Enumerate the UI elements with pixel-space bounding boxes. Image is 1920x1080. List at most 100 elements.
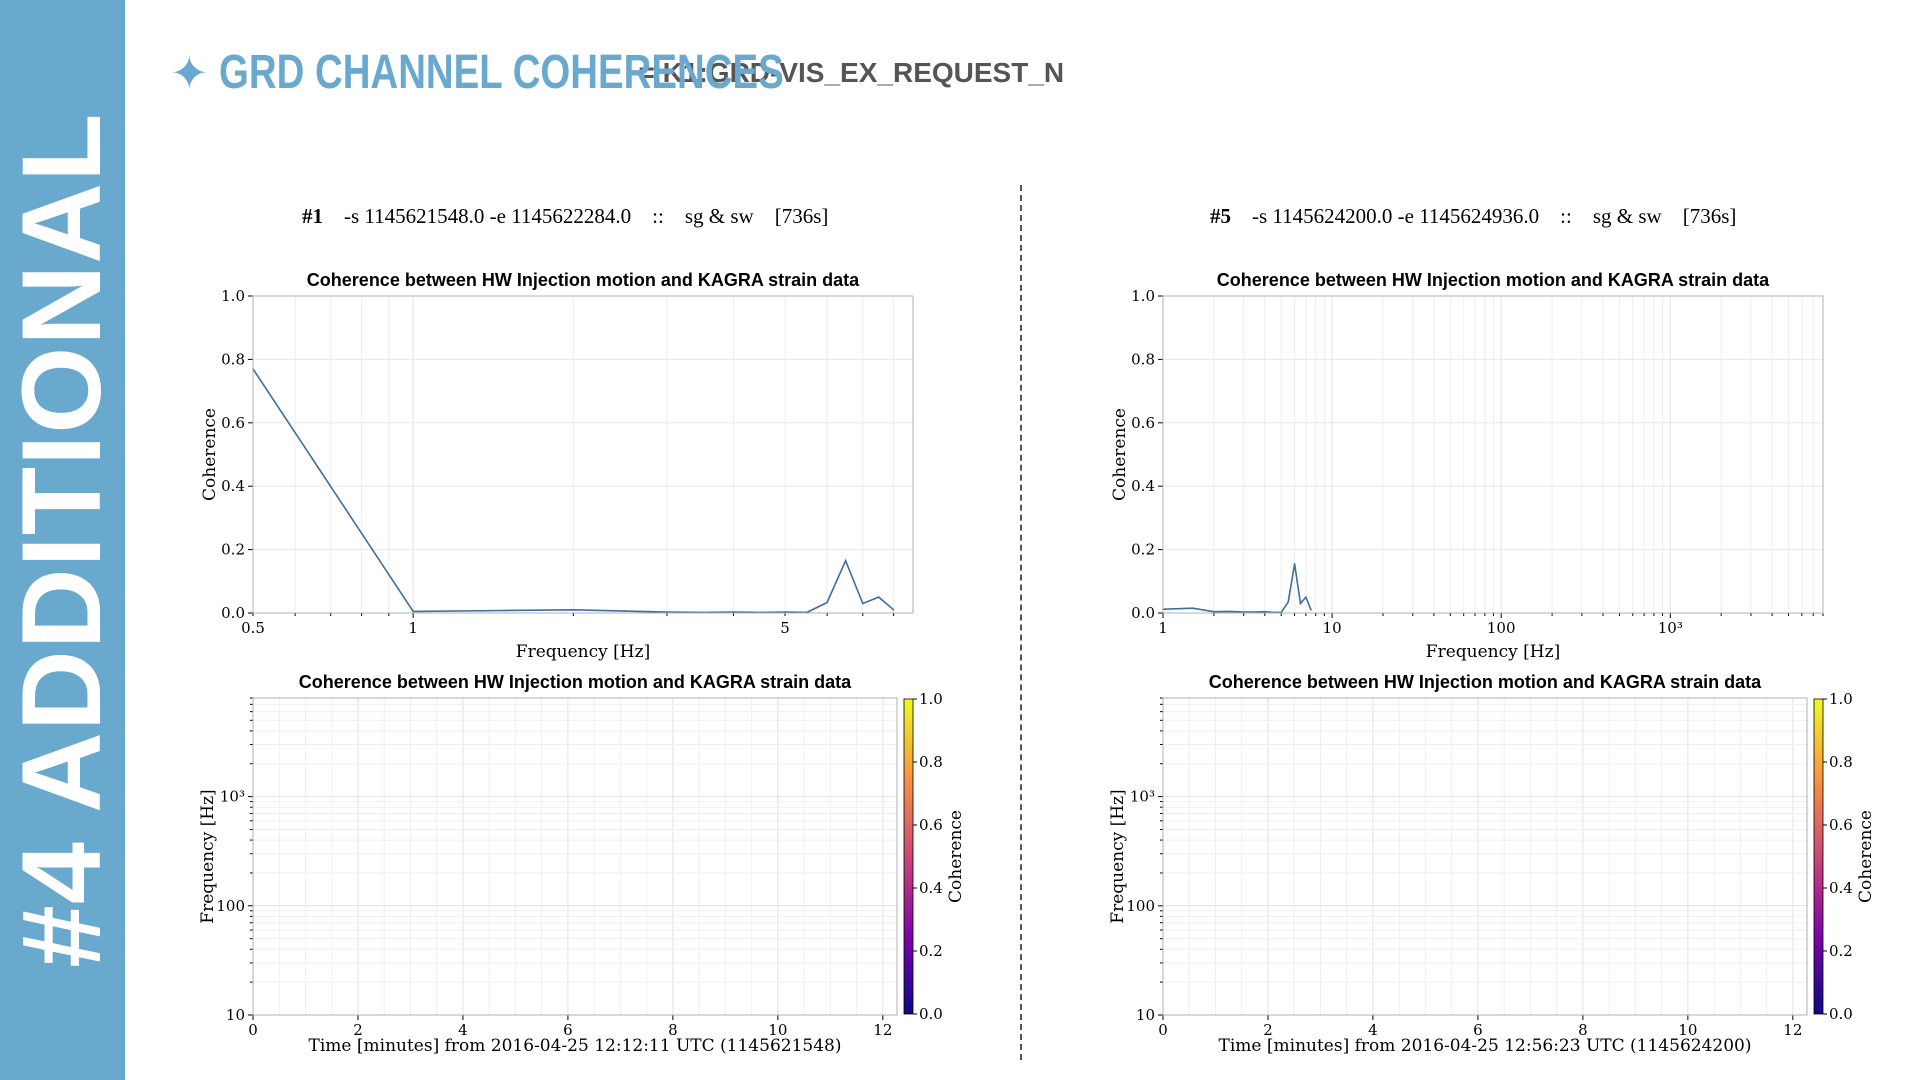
run-duration: [736s] <box>1682 204 1737 228</box>
x-tick-label: 100 <box>1487 619 1516 637</box>
data-point <box>861 602 864 605</box>
data-point <box>826 601 828 604</box>
run-args: -s 1145621548.0 -e 1145622284.0 <box>344 204 632 228</box>
colorbar-tick-label: 0.4 <box>919 879 943 897</box>
colorbar-tick-label: 1.0 <box>1829 690 1853 708</box>
x-tick-label: 10³ <box>1658 619 1683 637</box>
y-tick-label: 0.0 <box>221 604 245 622</box>
x-axis-label: Time [minutes] from 2016-04-25 12:56:23 … <box>1219 1036 1752 1056</box>
x-tick-label: 12 <box>1783 1021 1802 1039</box>
data-point <box>1242 611 1245 613</box>
y-tick-label: 0.0 <box>1131 604 1155 622</box>
x-tick-label: 6 <box>563 1021 573 1039</box>
colorbar-tick-label: 0.4 <box>1829 879 1853 897</box>
x-tick-label: 1 <box>1158 619 1168 637</box>
series-line <box>252 368 895 614</box>
y-tick-label: 100 <box>216 897 245 915</box>
y-tick-label: 0.8 <box>221 350 245 368</box>
plot-frame <box>252 697 898 1016</box>
y-tick-label: 0.4 <box>1131 477 1155 495</box>
plot-area <box>1163 698 1807 1015</box>
x-tick-label: 1 <box>408 619 418 637</box>
y-tick-label: 1.0 <box>221 287 245 305</box>
data-point <box>784 611 786 613</box>
y-tick-label: 100 <box>1126 897 1155 915</box>
chart-title: Coherence between HW Injection motion an… <box>1209 672 1762 692</box>
run-tags: sg & sw <box>1592 204 1662 228</box>
data-point <box>1213 610 1215 613</box>
header: ✦ GRD CHANNEL COHERENCES = K1:GRD-VIS_EX… <box>170 45 1064 100</box>
y-tick-label: 0.6 <box>1131 414 1155 432</box>
chart-title: Coherence between HW Injection motion an… <box>1217 270 1770 290</box>
x-tick-label: 0 <box>1158 1021 1168 1039</box>
colorbar-tick-label: 0.8 <box>919 753 943 771</box>
y-tick-label: 10 <box>1136 1006 1155 1024</box>
x-tick-label: 6 <box>1473 1021 1483 1039</box>
y-tick-label: 0.4 <box>221 477 245 495</box>
run-number: #5 <box>1210 204 1231 228</box>
data-point <box>1287 601 1289 603</box>
x-tick-label: 4 <box>458 1021 468 1039</box>
colorbar-tick-label: 1.0 <box>919 690 943 708</box>
data-point <box>1191 607 1194 610</box>
x-tick-label: 2 <box>1263 1021 1273 1039</box>
data-point <box>412 610 414 613</box>
x-tick-label: 8 <box>1578 1021 1588 1039</box>
data-point <box>1229 610 1232 613</box>
colorbar-tick-label: 0.6 <box>919 816 943 834</box>
run-label-right: #5 -s 1145624200.0 -e 1145624936.0 :: sg… <box>1210 204 1736 229</box>
x-tick-label: 12 <box>873 1021 892 1039</box>
plot-frame <box>252 295 914 614</box>
series-line <box>1162 563 1312 614</box>
x-tick-label: 0 <box>248 1021 258 1039</box>
data-point <box>624 610 626 612</box>
run-duration: [736s] <box>774 204 829 228</box>
chart-title: Coherence between HW Injection motion an… <box>299 672 852 692</box>
plot-frame <box>1162 295 1824 614</box>
data-point <box>1299 602 1302 605</box>
y-tick-label: 1.0 <box>1131 287 1155 305</box>
data-point <box>877 596 880 598</box>
data-point <box>844 559 847 562</box>
colorbar-tick-label: 0.0 <box>919 1005 943 1023</box>
data-point <box>1254 611 1256 613</box>
x-tick-label: 10 <box>1678 1021 1697 1039</box>
colorbar <box>903 698 914 1015</box>
x-axis-label: Frequency [Hz] <box>516 642 650 662</box>
star-icon: ✦ <box>170 45 209 100</box>
plot-area <box>253 296 913 613</box>
data-point <box>732 611 735 613</box>
colorbar-tick-label: 0.2 <box>1829 942 1853 960</box>
x-tick-label: 4 <box>1368 1021 1378 1039</box>
sidebar: #4 ADDITIONAL <box>0 0 125 1080</box>
run-number: #1 <box>302 204 323 228</box>
y-tick-label: 10 <box>226 1006 245 1024</box>
column-divider <box>1020 185 1022 1060</box>
data-point <box>892 609 895 611</box>
run-tags: sg & sw <box>684 204 754 228</box>
run-args: -s 1145624200.0 -e 1145624936.0 <box>1252 204 1540 228</box>
colorbar-tick-label: 0.6 <box>1829 816 1853 834</box>
run-label-left: #1 -s 1145621548.0 -e 1145622284.0 :: sg… <box>302 204 828 229</box>
colorbar-tick-label: 0.8 <box>1829 753 1853 771</box>
y-axis-label: Frequency [Hz] <box>1108 789 1128 923</box>
channel-name: = K1:GRD-VIS_EX_REQUEST_N <box>638 56 1065 88</box>
x-tick-label: 2 <box>353 1021 363 1039</box>
y-tick-label: 0.6 <box>221 414 245 432</box>
data-point <box>1310 609 1312 611</box>
y-tick-label: 10³ <box>1130 788 1155 806</box>
x-tick-label: 8 <box>668 1021 678 1039</box>
chart-title: Coherence between HW Injection motion an… <box>307 270 860 290</box>
data-point <box>506 609 508 612</box>
data-point <box>1305 596 1307 598</box>
run-sep: :: <box>652 204 664 228</box>
x-tick-label: 5 <box>780 619 790 637</box>
colorbar-label: Coherence <box>946 810 966 903</box>
plot-frame <box>1162 697 1808 1016</box>
data-point <box>1264 610 1266 613</box>
y-tick-label: 10³ <box>220 788 245 806</box>
run-sep: :: <box>1560 204 1572 228</box>
x-axis-label: Time [minutes] from 2016-04-25 12:12:11 … <box>309 1036 842 1056</box>
x-tick-label: 10 <box>1323 619 1342 637</box>
